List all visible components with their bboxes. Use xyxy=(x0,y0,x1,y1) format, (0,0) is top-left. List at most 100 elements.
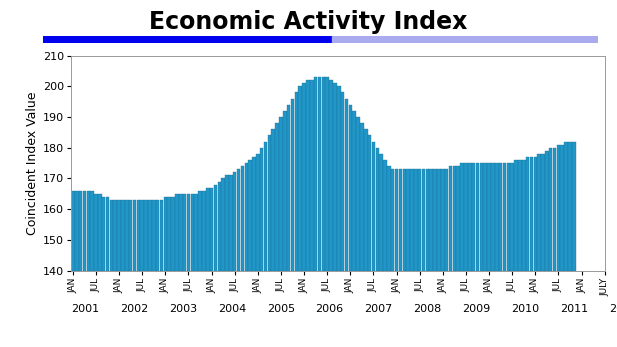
Bar xyxy=(568,142,572,271)
Bar xyxy=(136,200,140,271)
Bar xyxy=(90,191,94,271)
Bar xyxy=(534,157,537,271)
Bar xyxy=(144,200,148,271)
Bar xyxy=(399,169,402,271)
Bar xyxy=(191,194,194,271)
Bar xyxy=(333,83,337,271)
Bar xyxy=(229,175,233,271)
Bar xyxy=(198,191,202,271)
Bar xyxy=(437,169,441,271)
Text: 2003: 2003 xyxy=(169,304,197,314)
Bar xyxy=(194,194,198,271)
Bar xyxy=(453,166,456,271)
Bar xyxy=(560,145,564,271)
Bar xyxy=(83,191,86,271)
Bar xyxy=(391,169,394,271)
Bar xyxy=(233,172,236,271)
Bar xyxy=(94,194,97,271)
Bar xyxy=(133,200,136,271)
Bar xyxy=(476,163,479,271)
Bar xyxy=(294,92,298,271)
Bar xyxy=(106,197,109,271)
Bar xyxy=(529,157,533,271)
Bar xyxy=(503,163,506,271)
Bar xyxy=(557,145,560,271)
Text: Economic Activity Index: Economic Activity Index xyxy=(149,10,468,34)
Bar xyxy=(341,92,344,271)
Bar xyxy=(71,191,75,271)
Bar xyxy=(256,154,260,271)
Text: 2008: 2008 xyxy=(413,304,442,314)
Bar xyxy=(244,163,248,271)
Bar xyxy=(114,200,117,271)
Bar xyxy=(395,169,399,271)
Text: 2006: 2006 xyxy=(316,304,344,314)
Bar xyxy=(472,163,476,271)
Bar xyxy=(148,200,152,271)
Bar xyxy=(299,86,302,271)
Bar xyxy=(306,80,310,271)
Bar xyxy=(407,169,410,271)
Bar xyxy=(460,163,464,271)
Bar xyxy=(264,142,267,271)
Bar xyxy=(179,194,183,271)
Bar xyxy=(125,200,128,271)
Bar xyxy=(491,163,495,271)
Bar xyxy=(484,163,487,271)
Bar xyxy=(349,105,352,271)
Bar xyxy=(175,194,179,271)
Bar xyxy=(110,200,113,271)
Bar xyxy=(222,178,225,271)
Bar xyxy=(376,148,379,271)
Bar xyxy=(495,163,499,271)
Bar xyxy=(337,86,341,271)
Bar xyxy=(314,77,317,271)
Bar xyxy=(356,117,360,271)
Bar xyxy=(86,191,90,271)
Bar xyxy=(210,188,213,271)
Bar xyxy=(329,80,333,271)
Bar xyxy=(429,169,433,271)
Bar xyxy=(129,200,133,271)
Text: 2007: 2007 xyxy=(365,304,392,314)
Bar xyxy=(43,36,332,43)
Bar xyxy=(79,191,82,271)
Text: 2011: 2011 xyxy=(560,304,588,314)
Bar xyxy=(283,111,286,271)
Bar xyxy=(141,200,144,271)
Bar xyxy=(449,166,452,271)
Bar xyxy=(499,163,502,271)
Bar xyxy=(371,142,375,271)
Bar xyxy=(302,83,306,271)
Bar xyxy=(364,129,368,271)
Y-axis label: Coincident Index Value: Coincident Index Value xyxy=(26,91,39,235)
Bar xyxy=(160,200,164,271)
Bar xyxy=(410,169,414,271)
Bar xyxy=(553,148,557,271)
Bar xyxy=(102,197,106,271)
Bar xyxy=(352,111,356,271)
Bar xyxy=(549,148,552,271)
Bar xyxy=(479,163,483,271)
Bar xyxy=(237,169,241,271)
Bar xyxy=(218,181,221,271)
Bar xyxy=(565,142,568,271)
Bar xyxy=(360,123,363,271)
Bar xyxy=(187,194,190,271)
Bar xyxy=(457,166,460,271)
Bar xyxy=(368,135,371,271)
Bar xyxy=(206,188,210,271)
Bar xyxy=(225,175,229,271)
Bar xyxy=(164,197,167,271)
Bar xyxy=(271,129,275,271)
Bar xyxy=(98,194,102,271)
Bar xyxy=(572,142,576,271)
Bar xyxy=(183,194,186,271)
Bar xyxy=(117,200,121,271)
Bar xyxy=(468,163,471,271)
Bar xyxy=(152,200,155,271)
Bar xyxy=(325,77,329,271)
Bar xyxy=(526,157,529,271)
Bar xyxy=(167,197,171,271)
Bar xyxy=(383,160,387,271)
